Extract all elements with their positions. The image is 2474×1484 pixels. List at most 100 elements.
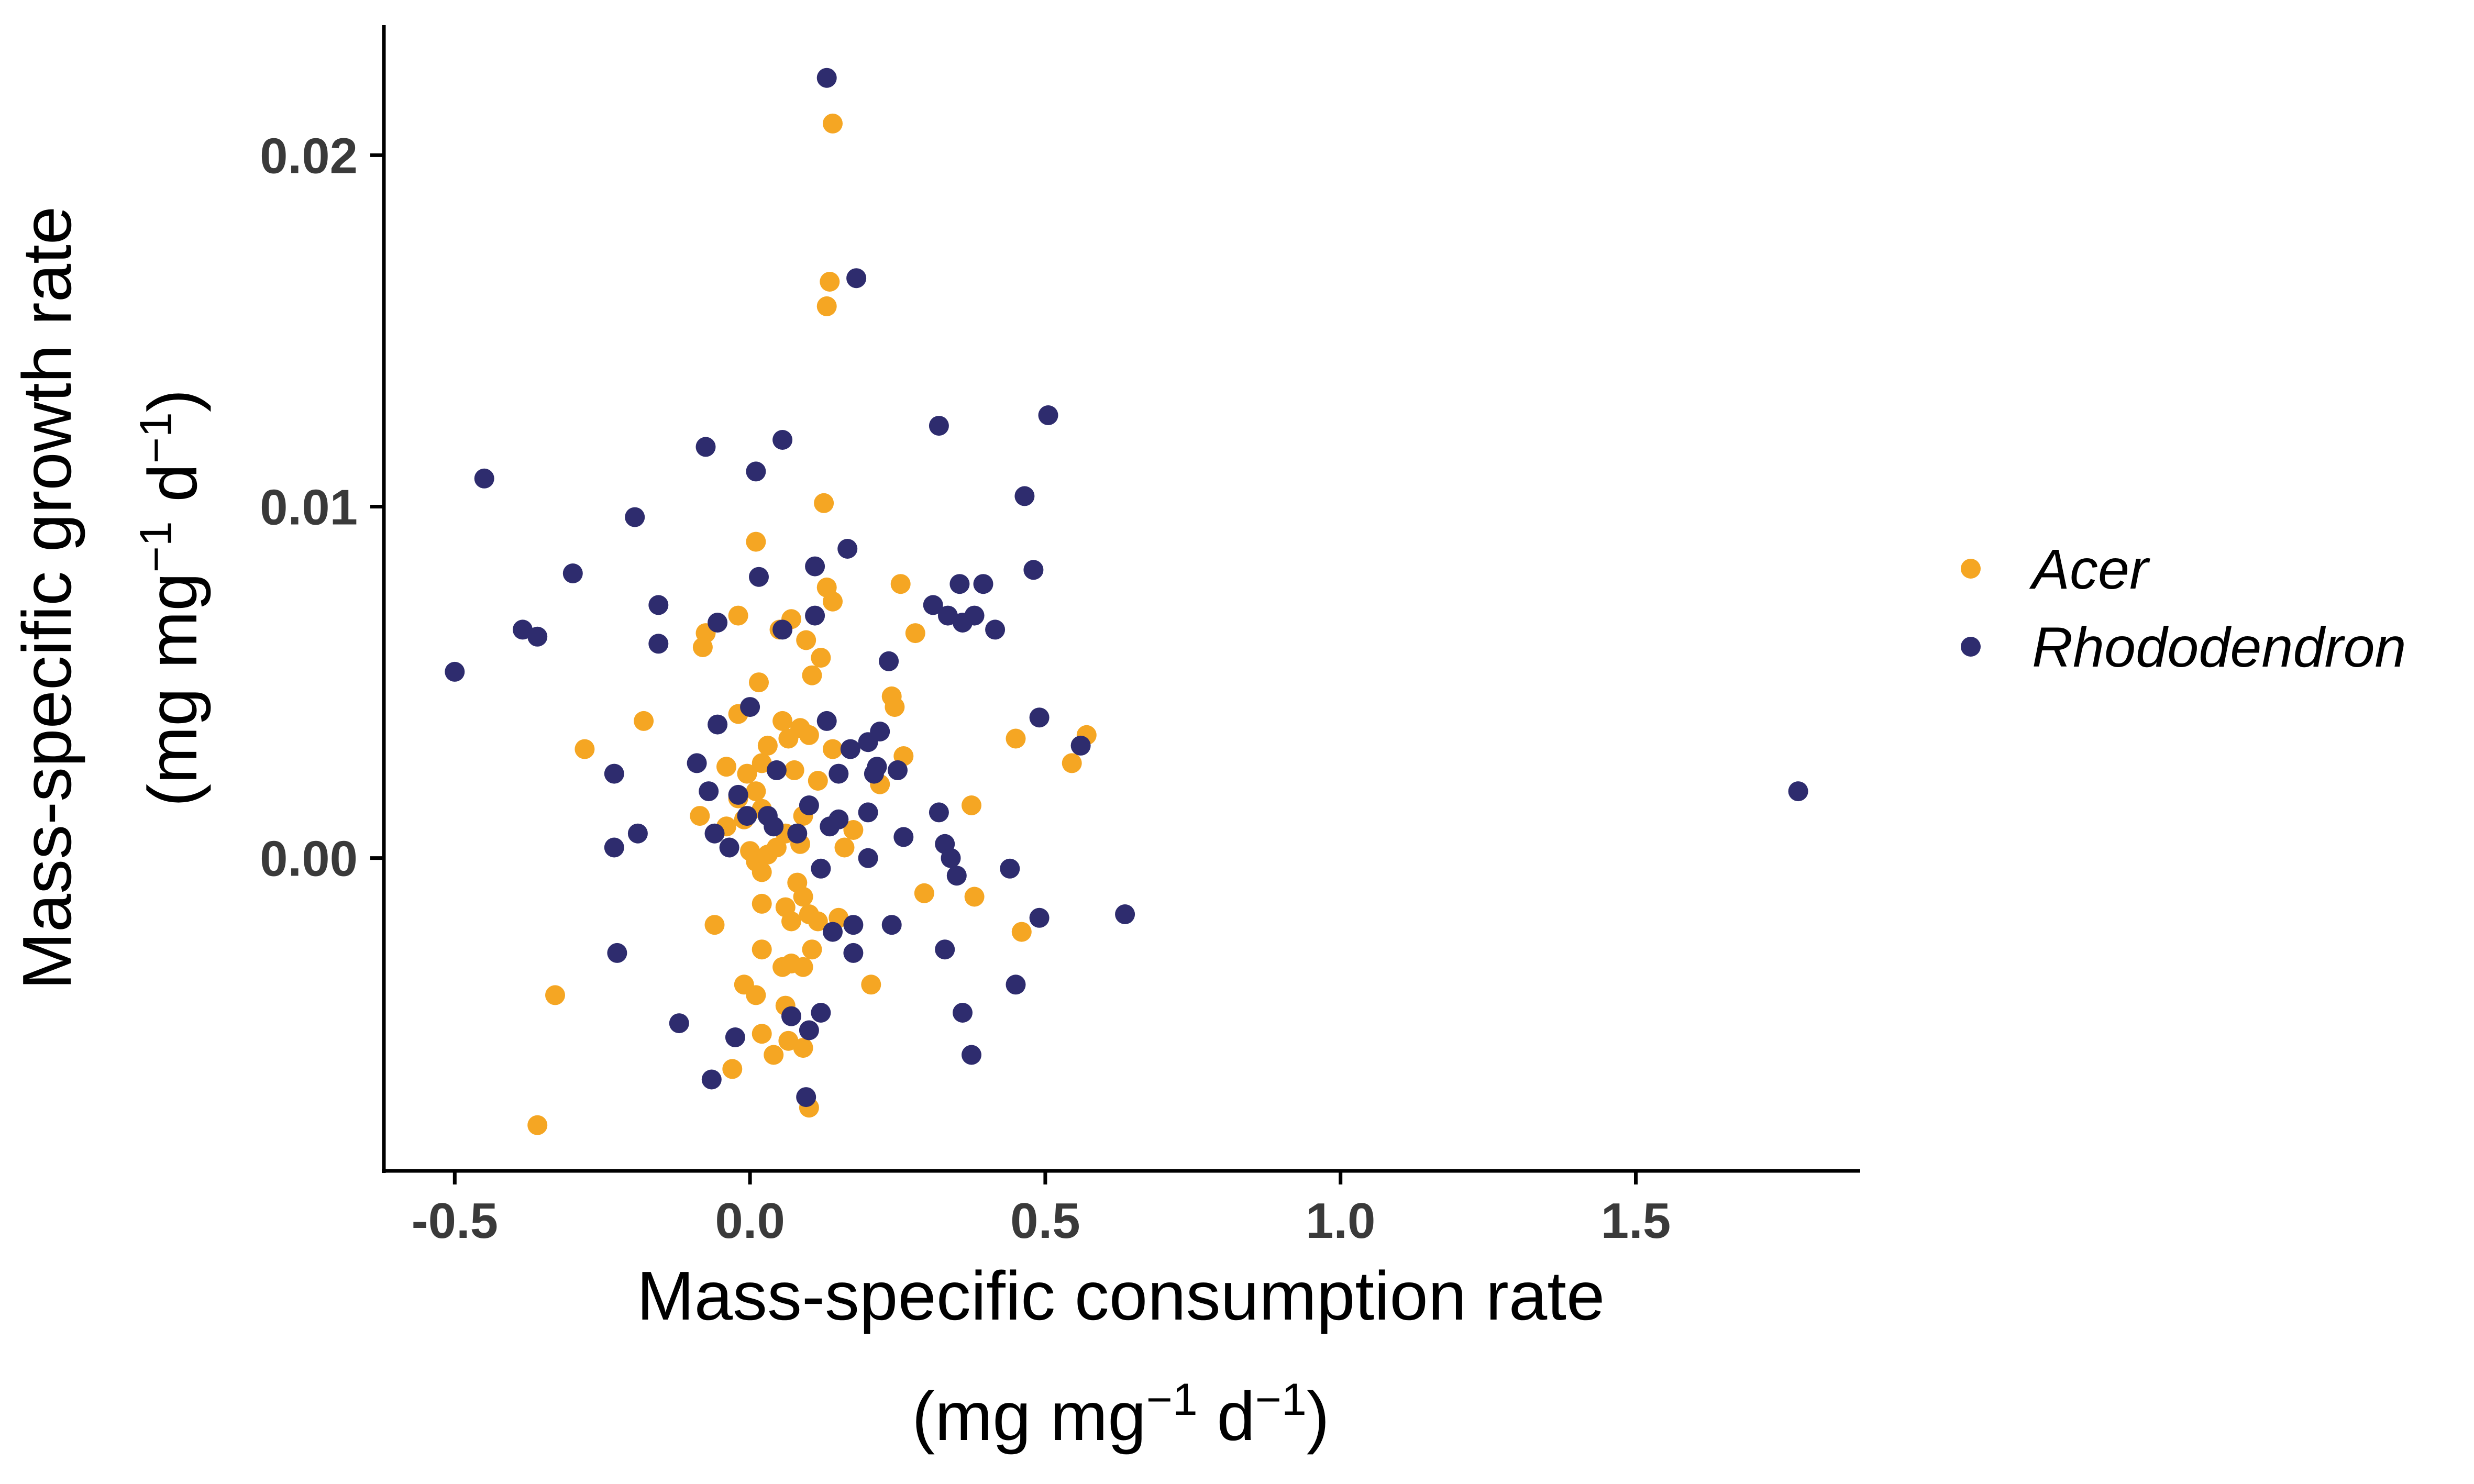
x-axis-title: Mass-specific consumption rate xyxy=(637,1257,1605,1334)
data-point-rhododendron-74 xyxy=(843,943,864,963)
data-point-rhododendron-22 xyxy=(985,619,1006,640)
y-tick-label: 0.00 xyxy=(260,831,358,887)
x-tick-label: 0.0 xyxy=(715,1193,785,1249)
data-point-acer-61 xyxy=(752,893,772,914)
data-point-acer-29 xyxy=(1006,728,1026,749)
data-point-rhododendron-60 xyxy=(604,837,624,858)
data-point-rhododendron-66 xyxy=(946,866,967,886)
data-point-rhododendron-46 xyxy=(699,781,719,802)
data-point-rhododendron-5 xyxy=(772,430,793,450)
data-point-acer-44 xyxy=(690,806,710,826)
data-point-acer-17 xyxy=(749,672,769,693)
data-point-rhododendron-21 xyxy=(964,605,985,626)
x-tick-label: 0.5 xyxy=(1010,1193,1080,1249)
y-axis-ticks: 0.00 0.01 0.02 xyxy=(260,128,384,887)
data-point-rhododendron-29 xyxy=(879,651,899,671)
data-point-rhododendron-11 xyxy=(562,563,583,583)
data-point-rhododendron-42 xyxy=(829,763,849,784)
data-point-rhododendron-78 xyxy=(669,1013,689,1034)
data-point-acer-14 xyxy=(811,648,831,668)
data-point-rhododendron-12 xyxy=(805,556,825,577)
data-point-rhododendron-76 xyxy=(935,939,955,960)
data-point-acer-81 xyxy=(722,1059,743,1079)
data-point-rhododendron-14 xyxy=(1023,560,1044,580)
data-point-rhododendron-18 xyxy=(923,595,943,615)
data-point-rhododendron-31 xyxy=(1029,707,1050,728)
data-point-acer-43 xyxy=(962,795,981,815)
data-point-rhododendron-75 xyxy=(607,943,627,963)
data-point-rhododendron-68 xyxy=(1029,907,1050,928)
data-point-rhododendron-39 xyxy=(687,753,707,773)
data-point-acer-26 xyxy=(757,735,778,756)
data-point-rhododendron-19 xyxy=(937,605,958,626)
data-point-rhododendron-54 xyxy=(627,823,648,844)
data-point-rhododendron-28 xyxy=(648,634,669,654)
data-point-acer-1 xyxy=(820,272,840,292)
x-tick-label: 1.5 xyxy=(1601,1193,1671,1249)
y-axis-title-units: (mg mg−1 d−1) xyxy=(131,389,211,807)
data-point-acer-39 xyxy=(746,781,766,802)
data-point-acer-16 xyxy=(802,665,822,685)
data-point-rhododendron-86 xyxy=(796,1087,816,1108)
data-point-rhododendron-32 xyxy=(1070,735,1091,756)
legend-label-rhododendron: Rhododendron xyxy=(2032,615,2406,679)
data-point-acer-12 xyxy=(692,637,713,657)
data-point-acer-67 xyxy=(808,911,828,932)
data-point-acer-13 xyxy=(796,630,816,650)
data-point-rhododendron-15 xyxy=(949,574,970,594)
data-point-rhododendron-4 xyxy=(695,437,716,457)
data-point-acer-4 xyxy=(746,531,766,552)
data-point-acer-53 xyxy=(766,837,787,858)
data-point-rhododendron-63 xyxy=(858,848,878,868)
data-point-acer-42 xyxy=(808,771,828,791)
data-point-rhododendron-25 xyxy=(527,626,548,647)
data-point-rhododendron-52 xyxy=(858,802,878,823)
data-point-acer-54 xyxy=(752,862,772,882)
data-point-acer-35 xyxy=(784,760,804,780)
data-point-rhododendron-44 xyxy=(888,760,908,780)
data-point-rhododendron-55 xyxy=(704,823,725,844)
data-point-rhododendron-40 xyxy=(604,763,624,784)
data-point-rhododendron-82 xyxy=(811,1003,831,1023)
data-point-acer-15 xyxy=(905,623,925,644)
data-point-rhododendron-6 xyxy=(746,461,766,482)
data-point-rhododendron-23 xyxy=(805,605,825,626)
data-point-rhododendron-2 xyxy=(1038,405,1058,425)
data-point-rhododendron-7 xyxy=(474,468,494,489)
data-point-acer-58 xyxy=(914,883,934,903)
data-point-acer-73 xyxy=(746,985,766,1005)
data-point-acer-20 xyxy=(634,711,654,731)
data-point-rhododendron-83 xyxy=(953,1003,973,1023)
data-point-rhododendron-16 xyxy=(973,574,993,594)
x-tick-label: -0.5 xyxy=(412,1193,498,1249)
data-point-rhododendron-58 xyxy=(820,816,840,837)
data-point-rhododendron-30 xyxy=(445,661,465,682)
data-point-acer-56 xyxy=(793,887,813,907)
data-point-rhododendron-77 xyxy=(1006,974,1026,995)
data-point-rhododendron-26 xyxy=(708,613,728,633)
data-point-acer-66 xyxy=(781,911,801,932)
data-point-rhododendron-73 xyxy=(881,915,902,935)
data-point-acer-83 xyxy=(527,1115,548,1135)
data-point-acer-59 xyxy=(964,887,985,907)
data-point-rhododendron-10 xyxy=(837,539,858,559)
legend: Acer Rhododendron xyxy=(1961,537,2406,679)
legend-swatch-rhododendron xyxy=(1961,637,1981,657)
x-axis-ticks: -0.5 0.0 0.5 1.0 1.5 xyxy=(412,1171,1671,1249)
data-point-rhododendron-84 xyxy=(962,1045,981,1065)
data-point-acer-57 xyxy=(834,837,855,858)
data-point-rhododendron-61 xyxy=(719,837,739,858)
data-point-acer-27 xyxy=(823,739,843,759)
legend-label-acer: Acer xyxy=(2029,537,2150,601)
data-point-rhododendron-13 xyxy=(749,567,769,587)
data-point-rhododendron-53 xyxy=(929,802,949,823)
data-point-acer-34 xyxy=(737,763,757,784)
data-point-rhododendron-80 xyxy=(781,1006,801,1026)
legend-swatch-acer xyxy=(1961,559,1981,579)
data-point-acer-78 xyxy=(778,1031,799,1051)
data-point-acer-79 xyxy=(764,1045,784,1065)
data-point-rhododendron-34 xyxy=(740,697,760,717)
data-point-rhododendron-47 xyxy=(728,784,748,805)
data-point-rhododendron-65 xyxy=(941,848,961,868)
data-point-acer-49 xyxy=(843,820,864,840)
